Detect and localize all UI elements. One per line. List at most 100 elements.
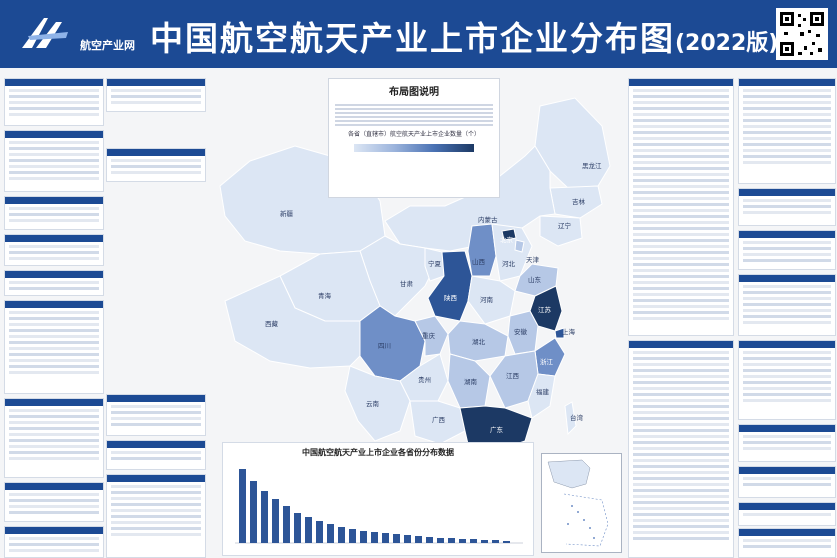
legend-color-scale <box>354 144 474 152</box>
bar <box>448 538 455 543</box>
brand-name: 航空产业网 <box>80 39 135 52</box>
bar <box>294 513 301 543</box>
map-region-yunnan <box>344 365 411 442</box>
panel-header <box>5 527 103 534</box>
panel-header <box>5 483 103 490</box>
company-table-panel <box>4 270 104 296</box>
map-label: 新疆 <box>280 209 294 218</box>
map-region-taiwan <box>564 401 577 436</box>
header-banner: 航空产业网 中国航空航天产业上市企业分布图(2022版) <box>0 0 837 68</box>
inset-map <box>542 454 621 552</box>
company-table-panel <box>106 440 206 470</box>
qr-code-icon <box>776 8 828 60</box>
panel-header <box>739 275 835 282</box>
company-table-panel <box>106 474 206 558</box>
map-label: 河南 <box>480 295 494 304</box>
page-title: 中国航空航天产业上市企业分布图(2022版) <box>150 12 778 60</box>
map-label: 上海 <box>562 327 576 336</box>
panel-header <box>739 503 835 510</box>
map-region-zhejiang <box>534 337 566 377</box>
company-table-panel <box>106 394 206 436</box>
map-label: 湖北 <box>472 337 486 346</box>
map-label: 陕西 <box>444 293 458 302</box>
map-label: 北京 <box>500 235 514 244</box>
map-labels: 黑龙江 吉林 辽宁 内蒙古 北京 天津 河北 山西 山东 新疆 青海 甘肃 宁夏… <box>265 161 602 484</box>
panel-header <box>739 529 835 536</box>
legend-panel: 布局图说明 各省（直辖市）航空航天产业上市企业数量（个） <box>328 78 500 198</box>
panel-header <box>629 79 733 86</box>
map-region-fujian <box>527 373 556 419</box>
map-label: 重庆 <box>422 331 436 340</box>
bar <box>338 527 345 543</box>
company-table-panel <box>4 482 104 522</box>
bar <box>470 539 477 543</box>
company-table-panel <box>4 78 104 126</box>
bar <box>261 491 268 543</box>
map-region-shanghai <box>554 327 565 339</box>
map-region-shanxi <box>467 223 497 277</box>
map-label: 江西 <box>506 372 520 380</box>
company-table-panel <box>4 196 104 230</box>
map-region-tianjin <box>514 239 525 253</box>
bar <box>327 524 334 543</box>
panel-header <box>107 149 205 156</box>
map-label: 安徽 <box>514 327 528 336</box>
legend-text-line <box>335 112 493 114</box>
panel-header <box>739 189 835 196</box>
panel-header <box>5 235 103 242</box>
panel-header <box>739 79 835 86</box>
map-label: 内蒙古 <box>478 215 498 224</box>
map-label: 福建 <box>536 387 550 396</box>
bar-chart-title: 中国航空航天产业上市企业各省份分布数据 <box>302 448 454 457</box>
company-table-panel <box>738 230 836 270</box>
bar <box>316 521 323 543</box>
panel-header <box>5 301 103 308</box>
map-label: 贵州 <box>418 375 431 384</box>
company-table-panel <box>738 340 836 420</box>
bar <box>415 536 422 543</box>
bar <box>283 506 290 543</box>
panel-header <box>5 399 103 406</box>
panel-header <box>739 425 835 432</box>
company-table-panel <box>628 340 734 558</box>
legend-text-line <box>335 104 493 106</box>
bar <box>305 517 312 543</box>
legend-text-line <box>335 124 493 126</box>
panel-header <box>739 467 835 474</box>
company-table-panel <box>4 300 104 394</box>
company-table-panel <box>628 78 734 336</box>
map-label: 山东 <box>528 275 542 284</box>
map-label: 天津 <box>526 256 540 264</box>
map-region-guangdong <box>459 405 533 452</box>
bar <box>239 469 246 543</box>
panel-header <box>5 271 103 278</box>
map-region-ningxia <box>424 247 445 282</box>
company-table-panel <box>4 526 104 558</box>
title-text: 中国航空航天产业上市企业分布图 <box>150 19 675 58</box>
panel-header <box>107 475 205 482</box>
bar <box>349 529 356 543</box>
map-label: 甘肃 <box>400 279 414 288</box>
map-label: 宁夏 <box>428 259 442 268</box>
bar-chart <box>235 469 523 544</box>
company-table-panel <box>738 502 836 526</box>
map-label: 云南 <box>366 399 380 408</box>
panel-header <box>107 441 205 448</box>
panel-header <box>107 395 205 402</box>
bar <box>360 531 367 543</box>
map-label: 广西 <box>432 415 446 424</box>
bar <box>503 541 510 543</box>
panel-header <box>5 79 103 86</box>
map-label: 吉林 <box>572 197 586 206</box>
company-table-panel <box>106 148 206 182</box>
map-label: 辽宁 <box>558 221 572 230</box>
map-label: 广东 <box>490 425 504 434</box>
map-label: 湖南 <box>464 377 478 386</box>
company-table-panel <box>4 130 104 192</box>
panel-header <box>739 231 835 238</box>
legend-title: 布局图说明 <box>389 87 439 98</box>
bar <box>393 534 400 543</box>
panel-header <box>739 341 835 348</box>
map-label: 黑龙江 <box>582 161 602 170</box>
bar <box>459 539 466 543</box>
